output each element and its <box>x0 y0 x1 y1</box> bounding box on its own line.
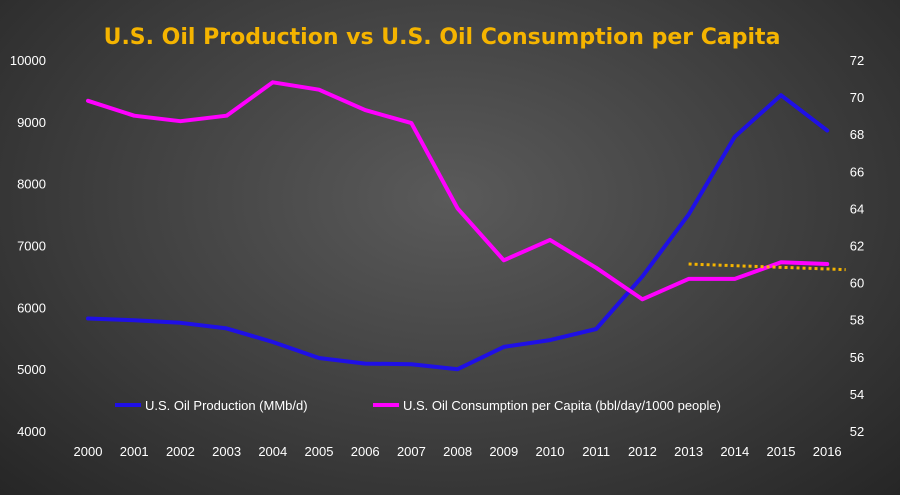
right-tick-label: 52 <box>850 424 864 439</box>
left-tick-label: 5000 <box>17 362 46 377</box>
right-axis: 52 54 56 58 60 62 64 66 68 70 72 <box>850 53 864 439</box>
x-tick-label: 2009 <box>489 444 518 459</box>
left-tick-label: 8000 <box>17 177 46 192</box>
x-tick-label: 2000 <box>74 444 103 459</box>
left-axis: 4000 5000 6000 7000 8000 9000 10000 <box>10 53 46 439</box>
left-tick-label: 4000 <box>17 424 46 439</box>
legend: U.S. Oil Production (MMb/d) U.S. Oil Cons… <box>115 398 721 413</box>
right-tick-label: 72 <box>850 53 864 68</box>
x-tick-label: 2010 <box>536 444 565 459</box>
x-tick-label: 2002 <box>166 444 195 459</box>
legend-label: U.S. Oil Consumption per Capita (bbl/day… <box>403 398 721 413</box>
right-tick-label: 70 <box>850 90 864 105</box>
x-tick-label: 2011 <box>582 444 610 459</box>
right-tick-label: 58 <box>850 313 864 328</box>
right-tick-label: 68 <box>850 127 864 142</box>
right-tick-label: 56 <box>850 350 864 365</box>
right-tick-label: 54 <box>850 387 864 402</box>
series-line-consumption <box>86 80 830 302</box>
x-tick-label: 2013 <box>674 444 703 459</box>
x-tick-label: 2016 <box>813 444 842 459</box>
x-tick-label: 2008 <box>443 444 472 459</box>
x-tick-label: 2014 <box>720 444 749 459</box>
right-tick-label: 66 <box>850 164 864 179</box>
right-tick-label: 64 <box>850 201 864 216</box>
right-tick-label: 62 <box>850 239 864 254</box>
x-tick-label: 2003 <box>212 444 241 459</box>
legend-label: U.S. Oil Production (MMb/d) <box>145 398 308 413</box>
x-tick-label: 2015 <box>767 444 796 459</box>
x-tick-label: 2006 <box>351 444 380 459</box>
right-tick-label: 60 <box>850 276 864 291</box>
left-tick-label: 7000 <box>17 239 46 254</box>
trendline <box>688 262 846 272</box>
x-axis: 2000 2001 2002 2003 2004 2005 2006 2007 2008 2009… <box>74 444 842 459</box>
left-tick-label: 10000 <box>10 53 46 68</box>
x-tick-label: 2007 <box>397 444 426 459</box>
x-tick-label: 2005 <box>305 444 334 459</box>
left-tick-label: 9000 <box>17 115 46 130</box>
plot-area <box>86 80 846 372</box>
chart-title: U.S. Oil Production vs U.S. Oil Consumpt… <box>104 25 781 50</box>
x-tick-label: 2001 <box>120 444 149 459</box>
x-tick-label: 2004 <box>258 444 287 459</box>
x-tick-label: 2012 <box>628 444 657 459</box>
series-line-production <box>86 93 830 372</box>
left-tick-label: 6000 <box>17 300 46 315</box>
